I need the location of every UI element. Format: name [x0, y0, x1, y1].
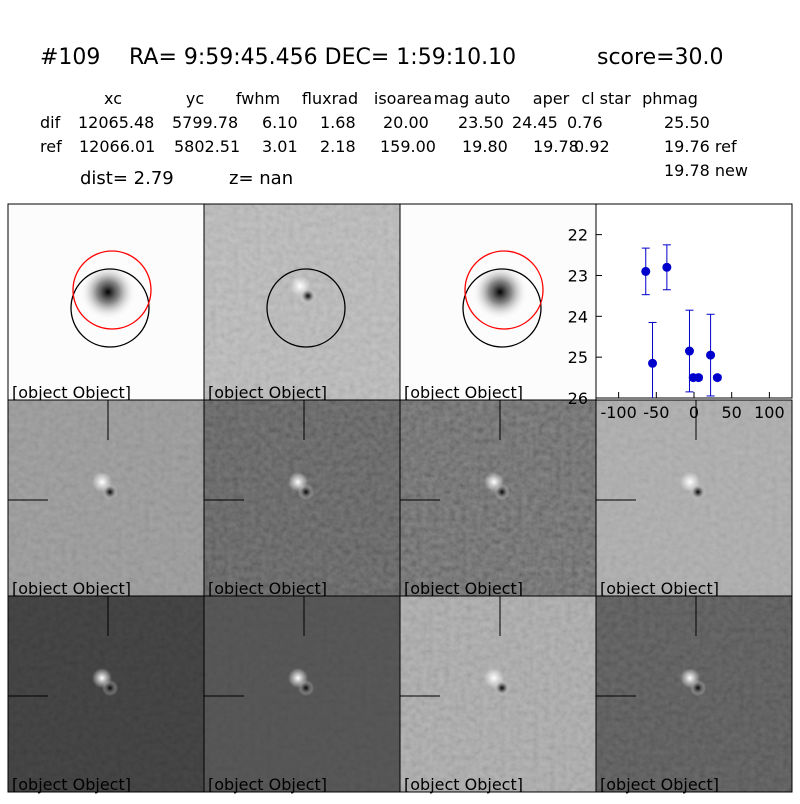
point — [694, 373, 704, 383]
stamp: [object Object] — [595, 595, 793, 794]
table-cell: 23.50 — [458, 113, 504, 132]
table-cell: ref — [40, 137, 62, 156]
stamp: [object Object] — [399, 595, 597, 794]
stamp-label: [object Object] — [600, 579, 719, 598]
column-header: fwhm — [236, 89, 280, 108]
source-neg — [298, 680, 314, 696]
column-header: cl star — [581, 89, 631, 108]
y-tick-label: 23 — [568, 266, 588, 285]
stamp-label: [object Object] — [208, 383, 327, 402]
table-cell: 159.00 — [380, 137, 436, 156]
x-tick-label: 0 — [689, 403, 699, 422]
table-cell: 2.18 — [320, 137, 356, 156]
x-tick-label: -50 — [643, 403, 669, 422]
table-cell: 12065.48 — [78, 113, 154, 132]
table-cell: 0.92 — [574, 137, 610, 156]
aperture-ref — [72, 250, 152, 330]
plot-bg — [595, 203, 793, 399]
table-cell: 20.00 — [383, 113, 429, 132]
stamp: [object Object] — [203, 203, 401, 402]
point — [641, 266, 651, 276]
y-tick-label: 22 — [568, 226, 588, 245]
y-tick-label: 24 — [568, 307, 588, 326]
dist: dist= 2.79 — [80, 168, 174, 189]
point — [662, 262, 672, 272]
stamp-label: [object Object] — [404, 383, 523, 402]
source-neg — [494, 680, 510, 696]
source-neg — [298, 484, 314, 500]
y-tick-label: 26 — [568, 389, 588, 408]
stamp: [object Object] — [7, 595, 205, 794]
y-tick-label: 25 — [568, 348, 588, 367]
column-header: aper — [533, 89, 570, 108]
aperture — [266, 268, 346, 348]
table-cell: 19.76 ref — [664, 137, 737, 156]
stamp-label: [object Object] — [12, 579, 131, 598]
table-cell: 24.45 — [512, 113, 558, 132]
aperture — [70, 268, 150, 348]
stamp: [object Object] — [7, 203, 205, 402]
column-header: xc — [104, 89, 122, 108]
phmag-new: 19.78 new — [664, 161, 748, 180]
point — [684, 346, 694, 356]
point — [712, 373, 722, 383]
z: z= nan — [229, 168, 293, 189]
stamp: [object Object] — [7, 399, 205, 598]
source-neg — [102, 680, 118, 696]
column-header: fluxrad — [302, 89, 358, 108]
column-header: isoarea — [374, 89, 432, 108]
source — [472, 264, 528, 320]
point — [706, 350, 716, 360]
table-cell: 19.78 — [533, 137, 579, 156]
aperture — [462, 268, 542, 348]
x-tick-label: 50 — [722, 403, 742, 422]
source-neg — [690, 484, 706, 500]
table-cell: 5802.51 — [174, 137, 240, 156]
table-cell: 25.50 — [664, 113, 710, 132]
coords: RA= 9:59:45.456 DEC= 1:59:10.10 — [129, 45, 516, 70]
stamp-noise — [204, 204, 400, 400]
stamp-label: [object Object] — [404, 775, 523, 794]
aperture-ref — [464, 250, 544, 330]
stamp-label: [object Object] — [208, 579, 327, 598]
stamp: [object Object] — [203, 595, 401, 794]
stamp: [object Object] — [595, 399, 793, 598]
score: score=30.0 — [597, 45, 724, 70]
column-header: mag auto — [434, 89, 511, 108]
stamp-label: [object Object] — [600, 775, 719, 794]
stamp: [object Object] — [399, 399, 597, 598]
point — [648, 358, 658, 368]
stamp-label: [object Object] — [12, 775, 131, 794]
table-cell: 12066.01 — [79, 137, 155, 156]
table-cell: 3.01 — [262, 137, 298, 156]
id: #109 — [40, 45, 100, 70]
stamp-border — [595, 595, 793, 793]
stamp-label: [object Object] — [208, 775, 327, 794]
source-neg — [102, 484, 118, 500]
stamp-label: [object Object] — [12, 383, 131, 402]
source — [80, 264, 136, 320]
table-cell: 5799.78 — [172, 113, 238, 132]
stamp: [object Object] — [203, 399, 401, 598]
source-neg — [300, 288, 316, 304]
table-cell: dif — [40, 113, 61, 132]
table-cell: 1.68 — [320, 113, 356, 132]
column-header: phmag — [642, 89, 698, 108]
x-tick-label: -100 — [600, 403, 636, 422]
source-neg — [690, 680, 706, 696]
table-cell: 19.80 — [462, 137, 508, 156]
stamp: [object Object] — [399, 203, 597, 402]
column-header: yc — [186, 89, 204, 108]
source-neg — [494, 484, 510, 500]
table-cell: 0.76 — [567, 113, 603, 132]
table-cell: 6.10 — [262, 113, 298, 132]
x-tick-label: 100 — [754, 403, 785, 422]
stamp-label: [object Object] — [404, 579, 523, 598]
